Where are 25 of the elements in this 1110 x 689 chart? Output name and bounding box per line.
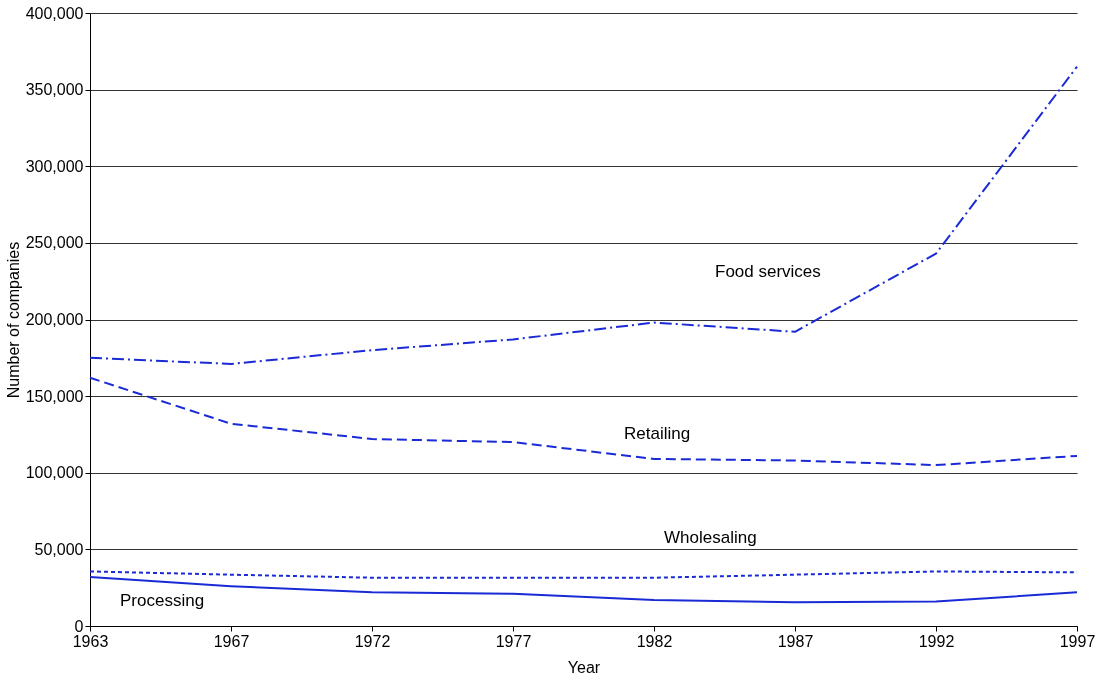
y-tick-label: 0 (74, 617, 84, 635)
x-tick-label: 1987 (777, 632, 814, 650)
series-label: Wholesaling (664, 527, 757, 547)
y-tick-label: 300,000 (25, 157, 84, 175)
x-tick-label: 1982 (636, 632, 673, 650)
series-label: Food services (715, 261, 821, 281)
x-tick-label: 1967 (213, 632, 250, 650)
y-tick-label: 150,000 (25, 387, 84, 405)
x-tick-label: 1992 (918, 632, 955, 650)
y-axis-title: Number of companies (4, 241, 22, 399)
x-tick-label: 1972 (354, 632, 391, 650)
y-tick-label: 200,000 (25, 311, 84, 328)
series-label: Processing (120, 590, 205, 610)
line-series (89, 65, 1078, 365)
line-series (89, 376, 1078, 467)
y-tick-label: 100,000 (25, 464, 84, 482)
x-tick-label: 1977 (495, 632, 532, 650)
x-tick-label: 1963 (72, 632, 109, 650)
x-axis-title: Year (567, 658, 601, 676)
series-label: Retailing (624, 423, 691, 443)
y-tick-label: 50,000 (34, 540, 84, 558)
y-tick-label: 400,000 (25, 4, 84, 22)
y-tick-label: 350,000 (25, 81, 84, 99)
y-tick-label: 250,000 (25, 234, 84, 252)
x-tick-label: 1997 (1059, 632, 1096, 650)
